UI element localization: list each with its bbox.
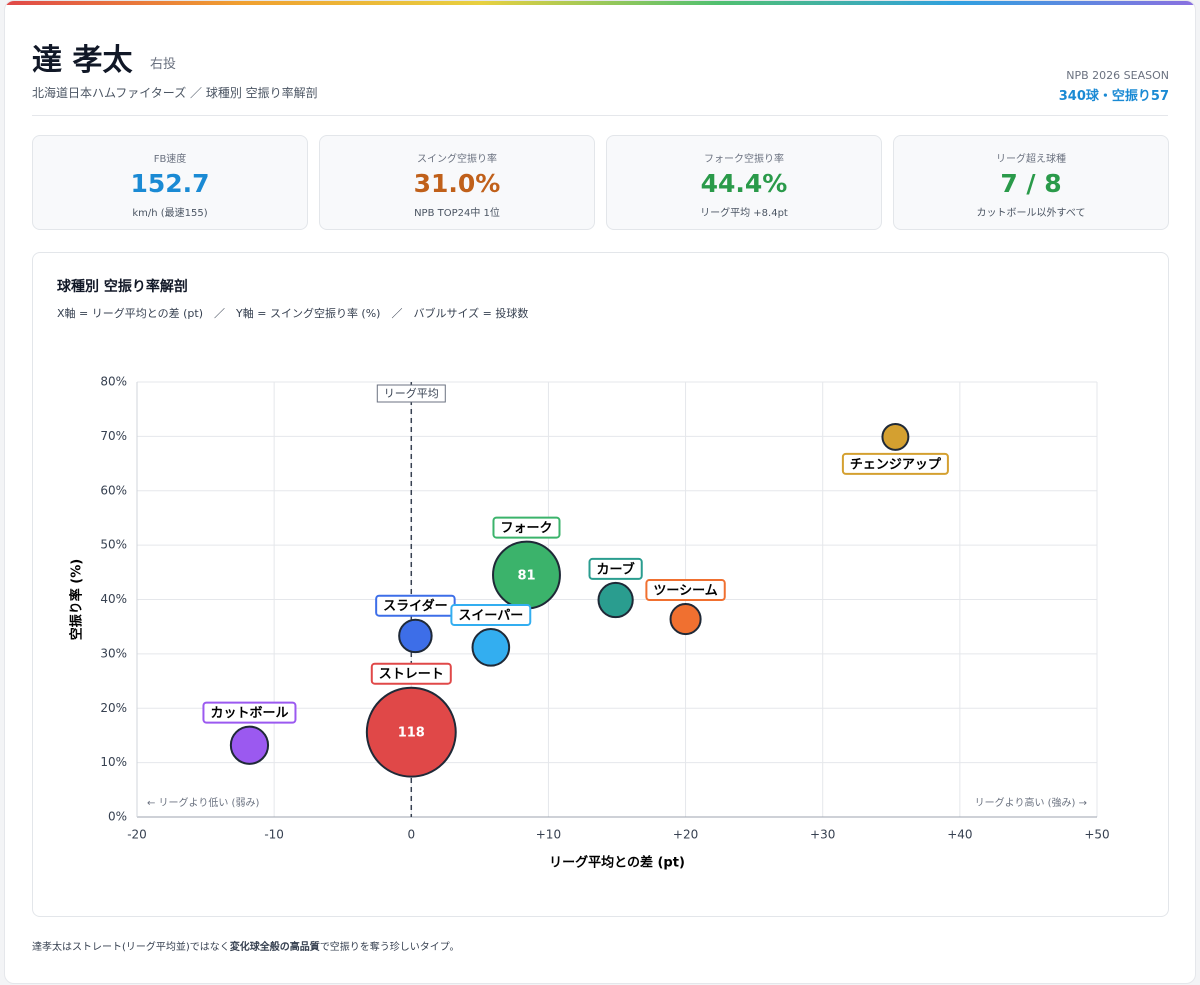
label-text: チェンジアップ xyxy=(850,457,942,472)
kpi-label: フォーク空振り率 xyxy=(704,154,784,165)
kpi-card: フォーク空振り率 44.4% リーグ平均 +8.4pt xyxy=(606,135,882,230)
footer-emphasis: 変化球全般の高品質 xyxy=(229,942,320,953)
kpi-label: リーグ超え球種 xyxy=(996,154,1066,165)
kpi-label: スイング空振り率 xyxy=(417,154,497,165)
label-text: スライダー xyxy=(383,598,447,614)
y-tick-label: 40% xyxy=(100,592,127,606)
divider xyxy=(32,115,1168,116)
bubble xyxy=(597,581,634,619)
annotation: リーグより高い (強み) → xyxy=(975,796,1087,809)
label-text: スイーパー xyxy=(458,609,523,624)
x-tick-label: -10 xyxy=(264,828,284,842)
label-box xyxy=(588,557,643,580)
y-tick-label: 20% xyxy=(100,701,127,715)
kpi-card: リーグ超え球種 7 / 8 カットボール以外すべて xyxy=(893,135,1169,230)
kpi-sub: リーグ平均 +8.4pt xyxy=(700,208,788,219)
footer-text: で空振りを奪う珍しいタイプ。 xyxy=(319,942,460,953)
y-tick-label: 60% xyxy=(100,483,127,497)
player-name: 達 孝太 xyxy=(32,43,133,78)
y-tick-label: 70% xyxy=(100,429,127,443)
top-bar xyxy=(5,1,1195,5)
kpi-value: 44.4% xyxy=(700,169,788,198)
y-axis-label: 空振り率 (%) xyxy=(69,559,85,640)
bubble-count: 118 xyxy=(398,726,425,741)
x-tick-label: -20 xyxy=(127,828,147,842)
kpi-value: 31.0% xyxy=(413,169,501,198)
bubble xyxy=(881,422,910,451)
y-tick-label: 50% xyxy=(100,538,127,552)
bubble-label: ストレート xyxy=(370,662,452,685)
reference-label: リーグ平均 xyxy=(384,386,439,400)
y-tick-label: 10% xyxy=(100,755,127,769)
y-tick-label: 80% xyxy=(100,375,127,389)
y-tick-label: 0% xyxy=(108,810,127,824)
label-box xyxy=(492,516,561,539)
bubble-label: スライダー xyxy=(375,594,456,617)
label-text: ツーシーム xyxy=(653,584,717,599)
x-tick-label: +40 xyxy=(947,828,972,842)
y-tick-label: 30% xyxy=(100,646,127,660)
label-box xyxy=(370,662,452,685)
bubble-label: カットボール xyxy=(202,701,297,724)
bubble-label: ツーシーム xyxy=(645,579,726,602)
kpi-card: スイング空振り率 31.0% NPB TOP24中 1位 xyxy=(319,135,595,230)
x-tick-label: +50 xyxy=(1084,828,1109,842)
bubble-label: スイーパー xyxy=(450,604,532,627)
subtitle: 北海道日本ハムファイターズ ／ 球種別 空振り率解剖 xyxy=(32,86,318,100)
kpi-sub: NPB TOP24中 1位 xyxy=(414,208,500,219)
bubble-label: カーブ xyxy=(588,557,643,580)
bubble-count: 81 xyxy=(517,569,535,584)
reference-box xyxy=(376,384,446,403)
bubble xyxy=(471,628,511,667)
bubble-label: フォーク xyxy=(492,516,561,539)
x-axis-label: リーグ平均との差 (pt) xyxy=(549,855,685,871)
footer-text: 達孝太はストレート(リーグ平均並)ではなく xyxy=(32,942,230,953)
kpi-sub: km/h (最速155) xyxy=(132,208,208,219)
summary: 340球・空振り57 xyxy=(1058,89,1169,104)
bubble xyxy=(365,686,457,778)
bubble xyxy=(398,618,433,654)
label-box xyxy=(645,579,726,602)
bubble xyxy=(669,603,702,636)
kpi-card: FB速度 152.7 km/h (最速155) xyxy=(32,135,308,230)
x-tick-label: +10 xyxy=(536,828,561,842)
bubble xyxy=(229,725,270,765)
label-box xyxy=(841,452,949,475)
label-text: カーブ xyxy=(597,561,635,577)
kpi-value: 7 / 8 xyxy=(1000,169,1062,198)
kpi-value: 152.7 xyxy=(130,169,210,198)
x-tick-label: +20 xyxy=(673,828,698,842)
x-tick-label: 0 xyxy=(407,828,415,842)
season: NPB 2026 SEASON xyxy=(1066,69,1169,82)
x-tick-label: +30 xyxy=(810,828,835,842)
footer-note: 達孝太はストレート(リーグ平均並)ではなく変化球全般の高品質で空振りを奪う珍しい… xyxy=(32,938,460,953)
kpi-sub: カットボール以外すべて xyxy=(976,208,1086,219)
annotation: ← リーグより低い (弱み) xyxy=(147,796,259,809)
card: 達 孝太 右投 北海道日本ハムファイターズ ／ 球種別 空振り率解剖 NPB 2… xyxy=(4,0,1196,984)
label-text: カットボール xyxy=(210,705,288,721)
bubble-label: チェンジアップ xyxy=(841,452,949,475)
label-box xyxy=(450,604,532,627)
chart-panel xyxy=(32,252,1169,917)
label-box xyxy=(202,701,297,724)
chart-subtitle: X軸 = リーグ平均との差 (pt) ／ Y軸 = スイング空振り率 (%) ／… xyxy=(57,307,529,320)
throws: 右投 xyxy=(150,57,177,72)
label-text: ストレート xyxy=(379,667,444,682)
chart-title: 球種別 空振り率解剖 xyxy=(57,279,188,295)
label-text: フォーク xyxy=(500,521,552,536)
kpi-label: FB速度 xyxy=(153,154,187,165)
